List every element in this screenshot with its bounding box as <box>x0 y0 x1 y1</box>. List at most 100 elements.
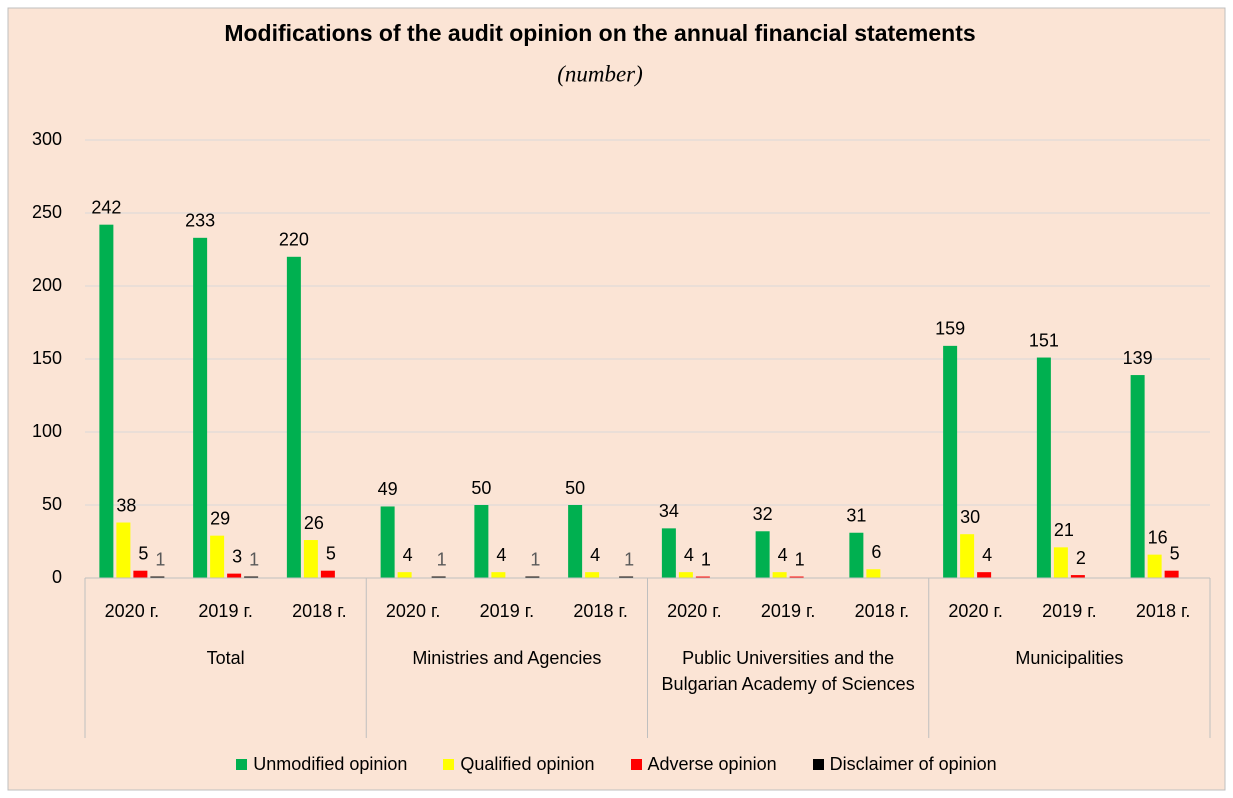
data-label: 1 <box>249 549 259 569</box>
bar <box>585 572 600 578</box>
data-label: 220 <box>279 230 309 250</box>
x-tick-label: 2020 г. <box>386 601 440 621</box>
legend-swatch <box>630 759 642 770</box>
data-label: 6 <box>871 542 881 562</box>
legend-swatch <box>812 759 824 770</box>
bar <box>678 572 693 578</box>
bar <box>397 572 412 578</box>
legend: Unmodified opinion Qualified opinion Adver… <box>0 754 1233 775</box>
bar <box>943 345 958 578</box>
bar <box>491 572 506 578</box>
legend-label: Disclaimer of opinion <box>829 754 997 774</box>
bar <box>789 576 804 578</box>
legend-item: Adverse opinion <box>630 754 777 775</box>
data-label: 4 <box>982 545 992 565</box>
x-tick-label: 2018 г. <box>292 601 346 621</box>
data-label: 4 <box>590 545 600 565</box>
data-label: 1 <box>530 549 540 569</box>
bar <box>286 256 301 578</box>
data-label: 242 <box>91 197 121 217</box>
chart-title: Modifications of the audit opinion on th… <box>224 20 975 46</box>
bar <box>210 535 225 578</box>
y-tick-label: 150 <box>32 348 62 368</box>
x-tick-label: 2018 г. <box>855 601 909 621</box>
bar <box>755 531 770 578</box>
bar <box>960 534 975 578</box>
data-label: 50 <box>565 478 585 498</box>
y-tick-label: 200 <box>32 275 62 295</box>
x-tick-label: 2020 г. <box>105 601 159 621</box>
y-tick-label: 50 <box>42 494 62 514</box>
legend-item: Unmodified opinion <box>236 754 407 775</box>
bar <box>1070 575 1085 578</box>
y-tick-label: 0 <box>52 567 62 587</box>
bar <box>99 224 114 578</box>
bar <box>619 576 634 578</box>
bar <box>772 572 787 578</box>
chart-background <box>7 7 1226 791</box>
data-label: 159 <box>935 319 965 339</box>
bar <box>661 528 676 578</box>
data-label: 16 <box>1148 527 1168 547</box>
group-label: Public Universities and the Bulgarian Ac… <box>661 648 915 694</box>
data-label: 29 <box>210 508 230 528</box>
chart-subtitle: (number) <box>557 61 643 86</box>
data-label: 3 <box>232 546 242 566</box>
group-label: Ministries and Agencies <box>412 648 602 668</box>
bar <box>1130 375 1145 578</box>
bar <box>977 572 992 578</box>
bar <box>116 522 131 578</box>
bar <box>320 570 335 578</box>
bar <box>244 576 259 578</box>
legend-item: Qualified opinion <box>443 754 595 775</box>
bar <box>193 237 208 578</box>
data-label: 30 <box>960 507 980 527</box>
x-tick-label: 2020 г. <box>948 601 1002 621</box>
y-tick-label: 300 <box>32 129 62 149</box>
y-tick-label: 100 <box>32 421 62 441</box>
data-label: 5 <box>1170 543 1180 563</box>
bar <box>525 576 540 578</box>
x-tick-label: 2019 г. <box>480 601 534 621</box>
x-tick-label: 2018 г. <box>573 601 627 621</box>
bar <box>1053 547 1068 578</box>
data-label: 26 <box>304 513 324 533</box>
group-label: Total <box>206 648 245 668</box>
data-label: 151 <box>1029 330 1059 350</box>
data-label: 50 <box>471 478 491 498</box>
x-tick-label: 2018 г. <box>1136 601 1190 621</box>
data-label: 31 <box>846 505 866 525</box>
bar <box>866 569 881 578</box>
x-tick-label: 2019 г. <box>1042 601 1096 621</box>
legend-label: Unmodified opinion <box>253 754 408 774</box>
bar <box>849 532 864 578</box>
bar <box>1164 570 1179 578</box>
data-label: 2 <box>1076 548 1086 568</box>
bar <box>1147 554 1162 578</box>
data-label: 4 <box>778 545 788 565</box>
data-label: 1 <box>155 549 165 569</box>
data-label: 32 <box>753 504 773 524</box>
data-label: 233 <box>185 211 215 231</box>
data-label: 5 <box>138 543 148 563</box>
group-label: Municipalities <box>1015 648 1124 668</box>
bar <box>1036 357 1051 578</box>
data-label: 38 <box>116 495 136 515</box>
legend-item: Disclaimer of opinion <box>812 754 997 775</box>
legend-label: Qualified opinion <box>460 754 595 774</box>
bar <box>227 573 242 578</box>
bar <box>474 505 489 578</box>
x-tick-label: 2019 г. <box>198 601 252 621</box>
x-tick-label: 2020 г. <box>667 601 721 621</box>
bar <box>695 576 710 578</box>
data-label: 4 <box>684 545 694 565</box>
bar <box>380 506 395 578</box>
bar <box>431 576 446 578</box>
bar <box>568 505 583 578</box>
legend-swatch <box>236 759 248 770</box>
legend-label: Adverse opinion <box>647 754 777 774</box>
data-label: 34 <box>659 501 679 521</box>
x-tick-label: 2019 г. <box>761 601 815 621</box>
